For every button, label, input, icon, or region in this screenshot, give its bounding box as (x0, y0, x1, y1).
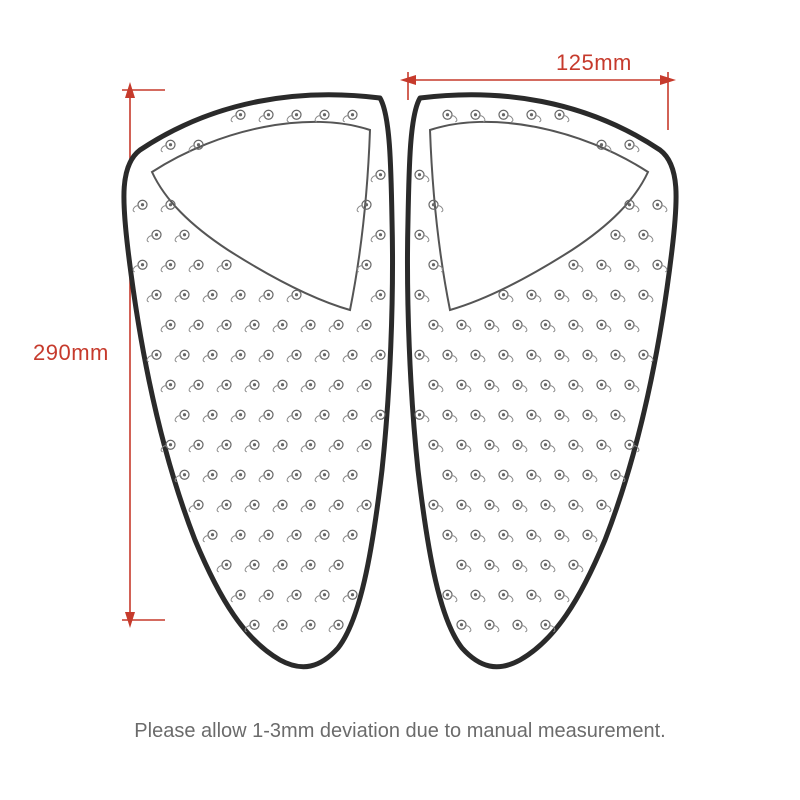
diagram-canvas: 290mm 125mm Please allow 1-3mm deviation… (0, 0, 800, 800)
drawing-svg (0, 0, 800, 800)
right-tank-pad (407, 95, 676, 667)
height-dimension-label: 290mm (33, 340, 109, 366)
width-dimension-label: 125mm (556, 50, 632, 76)
measurement-note: Please allow 1-3mm deviation due to manu… (0, 720, 800, 743)
left-tank-pad (124, 95, 393, 667)
